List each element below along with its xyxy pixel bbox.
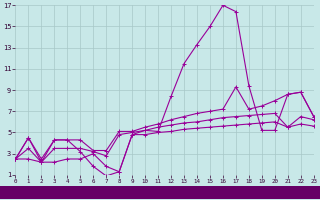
X-axis label: Windchill (Refroidissement éolien,°C): Windchill (Refroidissement éolien,°C) xyxy=(79,188,250,197)
